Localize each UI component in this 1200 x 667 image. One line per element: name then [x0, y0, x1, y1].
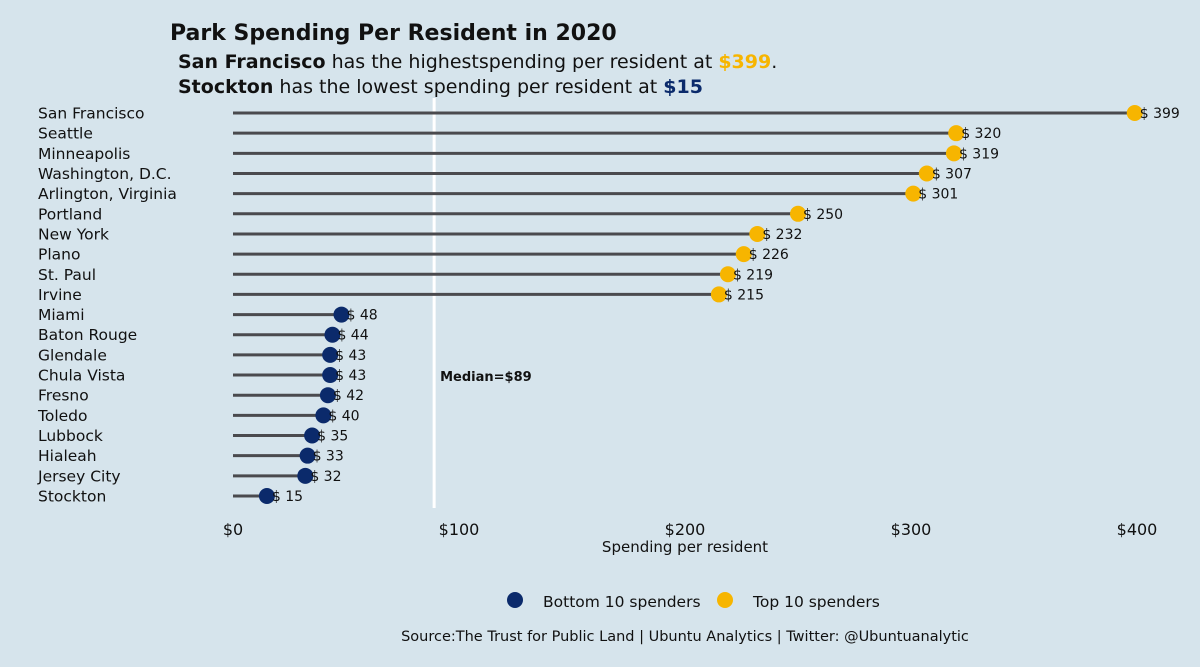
x-tick-label: $400 — [1117, 520, 1158, 539]
lollipop-point — [333, 306, 350, 323]
category-label: Chula Vista — [38, 367, 125, 385]
x-tick-label: $300 — [891, 520, 932, 539]
category-label: St. Paul — [38, 266, 96, 284]
lollipop-point — [749, 225, 766, 242]
lollipop-point — [719, 266, 736, 283]
category-label: Plano — [38, 246, 80, 264]
legend-marker — [507, 592, 523, 608]
value-label: $ 250 — [803, 207, 843, 223]
category-label: Miami — [38, 306, 85, 324]
lollipop-point — [918, 165, 935, 182]
category-label: Arlington, Virginia — [38, 185, 177, 203]
lollipop-point — [945, 145, 962, 162]
lollipop-point — [948, 125, 965, 142]
value-label: $ 307 — [932, 166, 972, 182]
category-label: Seattle — [38, 125, 93, 143]
lollipop-point — [322, 367, 339, 384]
median-label: Median=$89 — [440, 370, 532, 385]
subtitle-highest-end: . — [771, 51, 777, 73]
lollipop-point — [322, 346, 339, 363]
category-label: New York — [38, 225, 109, 243]
x-axis-label: Spending per resident — [602, 538, 768, 556]
legend-marker — [717, 592, 733, 608]
value-label: $ 226 — [749, 247, 789, 263]
category-label: Washington, D.C. — [38, 165, 172, 183]
category-label: Toledo — [37, 407, 87, 425]
chart-subtitle-lowest: Stockton has the lowest spending per res… — [178, 76, 703, 98]
value-label: $ 48 — [346, 308, 377, 324]
category-label: Portland — [38, 205, 102, 223]
subtitle-highest-text: has the highestspending per resident at — [326, 51, 719, 73]
lollipop-point — [299, 447, 316, 464]
x-tick-label: $100 — [439, 520, 480, 539]
legend-label: Bottom 10 spenders — [543, 593, 701, 611]
lollipop-point — [258, 488, 275, 504]
category-label: Hialeah — [38, 447, 97, 465]
category-label: San Francisco — [38, 105, 144, 123]
category-label: Baton Rouge — [38, 326, 137, 344]
chart-subtitle-highest: San Francisco has the highestspending pe… — [178, 51, 777, 73]
value-label: $ 15 — [272, 489, 303, 505]
lollipop-point — [297, 467, 314, 484]
value-label: $ 35 — [317, 429, 348, 445]
lollipop-point — [1126, 105, 1143, 121]
x-axis: $0 $100 $200 $300 $400 — [223, 520, 1158, 539]
lollipop-point — [905, 185, 922, 202]
value-label: $ 232 — [762, 227, 802, 243]
subtitle-lowest-city: Stockton — [178, 76, 273, 98]
value-label: $ 32 — [310, 469, 341, 485]
lollipop-point — [319, 387, 336, 404]
value-label: $ 301 — [918, 187, 958, 203]
x-tick-label: $0 — [223, 520, 243, 539]
value-label: $ 319 — [959, 146, 999, 162]
lollipop-point — [790, 205, 806, 222]
category-label: Glendale — [38, 346, 107, 364]
value-label: $ 320 — [961, 126, 1001, 142]
category-label: Jersey City — [37, 467, 121, 485]
value-label: $ 44 — [337, 328, 368, 344]
lollipop-point — [304, 427, 321, 444]
chart-title: Park Spending Per Resident in 2020 — [170, 21, 617, 46]
value-label: $ 43 — [335, 348, 366, 364]
value-label: $ 40 — [328, 408, 359, 424]
category-label: Stockton — [38, 488, 106, 506]
subtitle-lowest-value: $15 — [663, 76, 703, 98]
value-label: $ 399 — [1140, 106, 1180, 122]
value-label: $ 219 — [733, 267, 773, 283]
lollipop-point — [315, 407, 332, 424]
plot-area: Median=$89 San Francisco $ 399 Seattle $ 320… — [37, 98, 1180, 508]
chart-caption: Source:The Trust for Public Land | Ubunt… — [401, 629, 969, 645]
legend: Bottom 10 spenders Top 10 spenders — [507, 592, 880, 611]
category-label: Irvine — [38, 286, 82, 304]
lollipop-point — [324, 326, 341, 343]
value-label: $ 43 — [335, 368, 366, 384]
category-label: Minneapolis — [38, 145, 130, 163]
subtitle-lowest-text: has the lowest spending per resident at — [273, 76, 663, 98]
x-tick-label: $200 — [665, 520, 706, 539]
lollipop-point — [710, 286, 727, 303]
subtitle-highest-city: San Francisco — [178, 51, 326, 73]
value-label: $ 33 — [313, 449, 344, 465]
lollipop-point — [735, 246, 752, 263]
value-label: $ 42 — [333, 388, 364, 404]
subtitle-highest-value: $399 — [718, 51, 771, 73]
category-label: Lubbock — [38, 427, 103, 445]
value-label: $ 215 — [724, 287, 764, 303]
legend-label: Top 10 spenders — [752, 593, 880, 611]
category-label: Fresno — [38, 387, 89, 405]
